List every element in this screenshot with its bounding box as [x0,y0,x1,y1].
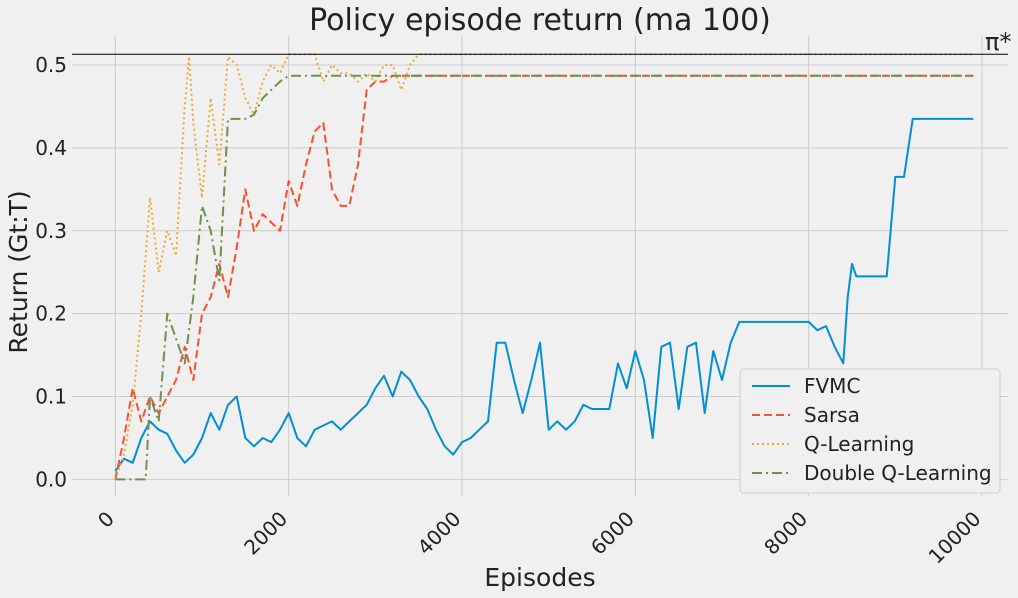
x-axis-label: Episodes [484,563,595,592]
y-tick-label: 0.2 [35,302,67,326]
y-axis-ticks: 0.0 0.1 0.2 0.3 0.4 0.5 [35,53,67,491]
legend-box [739,368,1001,494]
series-line-fvmc [114,117,974,472]
legend: FVMC Sarsa Q-Learning Double Q-Learning [739,368,1001,494]
series-line-double-q-learning [115,74,974,481]
series-line-sarsa [114,74,974,480]
series-layer [114,53,974,481]
legend-label: Sarsa [804,403,860,427]
chart-title: Policy episode return (ma 100) [309,3,771,38]
optimal-policy-label: π* [985,28,1011,56]
y-axis-label: Return (Gt:T) [4,190,33,353]
y-tick-label: 0.5 [35,53,67,77]
reference-layer: π* [72,28,1011,56]
y-tick-label: 0.3 [35,219,67,243]
y-tick-label: 0.4 [35,136,67,160]
legend-label: Double Q-Learning [804,461,992,485]
series-line-q-learning [114,53,974,480]
y-tick-label: 0.0 [35,467,67,491]
legend-label: Q-Learning [804,432,914,456]
legend-label: FVMC [804,374,860,398]
y-tick-label: 0.1 [35,385,67,409]
